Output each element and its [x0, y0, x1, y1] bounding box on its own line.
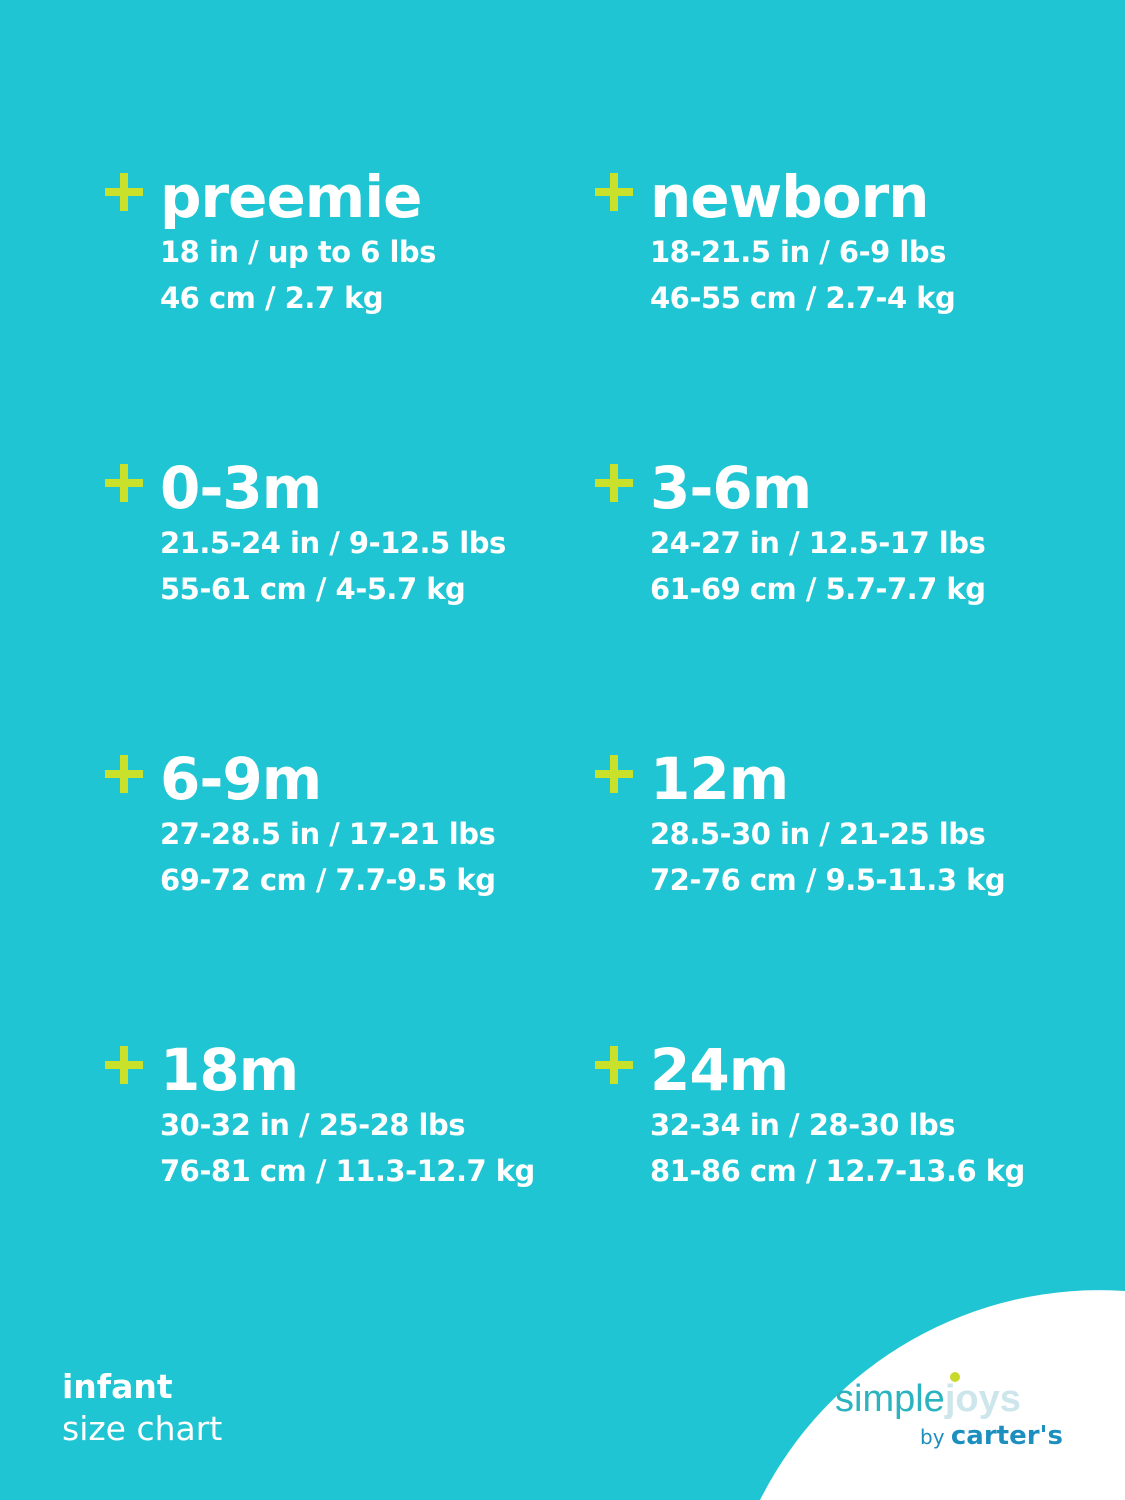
size-entry: 6-9m 27-28.5 in / 17-21 lbs 69-72 cm / 7… — [105, 745, 630, 903]
plus-icon — [105, 755, 143, 793]
logo-joys: joys — [944, 1378, 1021, 1420]
chart-label: infant size chart — [62, 1366, 222, 1450]
simple-joys-logo: simple joys by carter's — [835, 1372, 1095, 1451]
size-entry: 18m 30-32 in / 25-28 lbs 76-81 cm / 11.3… — [105, 1036, 630, 1194]
plus-icon — [595, 755, 633, 793]
size-metric: 69-72 cm / 7.7-9.5 kg — [160, 863, 496, 897]
size-name: 3-6m — [650, 454, 812, 522]
plus-icon — [595, 464, 633, 502]
size-imperial: 32-34 in / 28-30 lbs — [650, 1108, 956, 1142]
size-imperial: 21.5-24 in / 9-12.5 lbs — [160, 526, 506, 560]
logo-simple: simple — [835, 1378, 945, 1420]
plus-icon — [105, 464, 143, 502]
size-imperial: 27-28.5 in / 17-21 lbs — [160, 817, 496, 851]
size-metric: 46-55 cm / 2.7-4 kg — [650, 281, 956, 315]
size-entry: newborn 18-21.5 in / 6-9 lbs 46-55 cm / … — [595, 163, 1120, 321]
size-entry: 0-3m 21.5-24 in / 9-12.5 lbs 55-61 cm / … — [105, 454, 630, 612]
size-metric: 72-76 cm / 9.5-11.3 kg — [650, 863, 1006, 897]
size-metric: 46 cm / 2.7 kg — [160, 281, 384, 315]
logo-brand: carter's — [950, 1421, 1063, 1451]
size-name: newborn — [650, 163, 929, 231]
size-entry: preemie 18 in / up to 6 lbs 46 cm / 2.7 … — [105, 163, 630, 321]
size-metric: 55-61 cm / 4-5.7 kg — [160, 572, 466, 606]
size-imperial: 18 in / up to 6 lbs — [160, 235, 436, 269]
size-name: preemie — [160, 163, 422, 231]
logo-badge — [760, 1290, 1125, 1500]
plus-icon — [105, 1046, 143, 1084]
size-name: 6-9m — [160, 745, 322, 813]
size-metric: 61-69 cm / 5.7-7.7 kg — [650, 572, 986, 606]
plus-icon — [595, 173, 633, 211]
size-name: 18m — [160, 1036, 299, 1104]
size-imperial: 28.5-30 in / 21-25 lbs — [650, 817, 986, 851]
logo-dot-icon — [949, 1372, 960, 1382]
plus-icon — [595, 1046, 633, 1084]
logo-by: by — [920, 1425, 945, 1449]
size-name: 24m — [650, 1036, 789, 1104]
size-name: 0-3m — [160, 454, 322, 522]
size-imperial: 24-27 in / 12.5-17 lbs — [650, 526, 986, 560]
footer-subtitle: size chart — [62, 1409, 223, 1448]
size-imperial: 18-21.5 in / 6-9 lbs — [650, 235, 946, 269]
size-metric: 76-81 cm / 11.3-12.7 kg — [160, 1154, 535, 1188]
size-metric: 81-86 cm / 12.7-13.6 kg — [650, 1154, 1025, 1188]
size-entry: 3-6m 24-27 in / 12.5-17 lbs 61-69 cm / 5… — [595, 454, 1120, 612]
plus-icon — [105, 173, 143, 211]
size-name: 12m — [650, 745, 789, 813]
size-entry: 12m 28.5-30 in / 21-25 lbs 72-76 cm / 9.… — [595, 745, 1120, 903]
size-imperial: 30-32 in / 25-28 lbs — [160, 1108, 466, 1142]
footer-title: infant — [62, 1367, 173, 1406]
size-entry: 24m 32-34 in / 28-30 lbs 81-86 cm / 12.7… — [595, 1036, 1120, 1194]
